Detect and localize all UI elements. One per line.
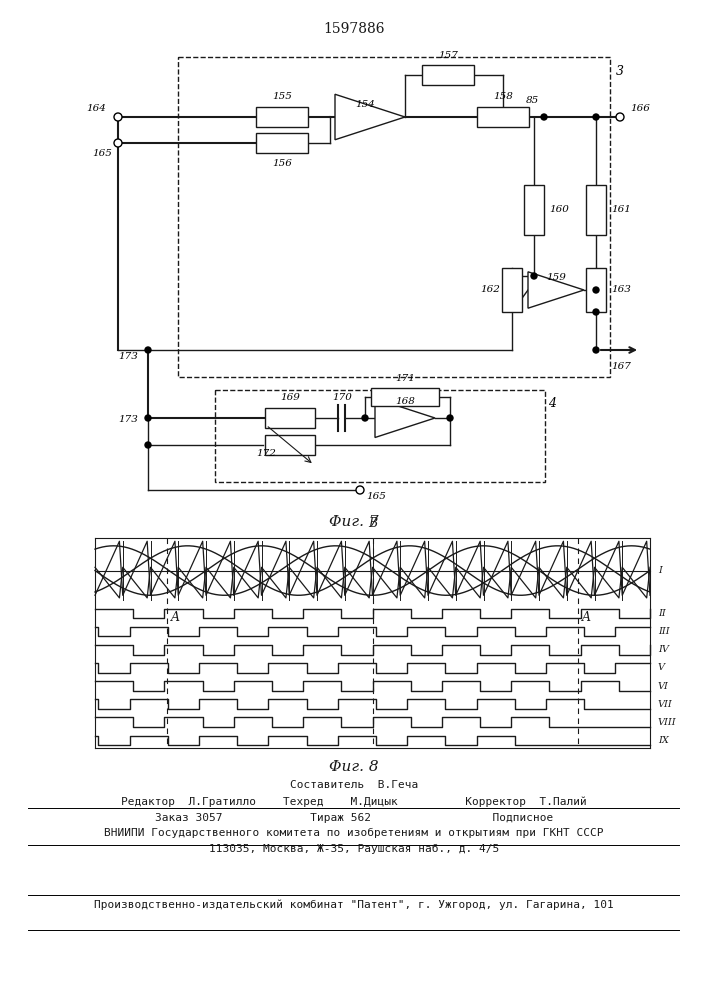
Text: 158: 158 xyxy=(493,92,513,101)
Circle shape xyxy=(616,113,624,121)
Text: A: A xyxy=(171,611,180,624)
Circle shape xyxy=(593,309,599,315)
Polygon shape xyxy=(528,272,584,308)
Text: 155: 155 xyxy=(272,92,292,101)
Text: IX: IX xyxy=(658,736,669,745)
Circle shape xyxy=(114,113,122,121)
Circle shape xyxy=(362,415,368,421)
Text: VI: VI xyxy=(658,682,669,691)
Text: 166: 166 xyxy=(630,104,650,113)
Text: Φиг. 7: Φиг. 7 xyxy=(329,515,379,529)
Text: 163: 163 xyxy=(611,286,631,294)
Bar xyxy=(586,185,606,235)
Circle shape xyxy=(593,347,599,353)
Text: 173: 173 xyxy=(118,352,138,361)
Bar xyxy=(265,435,315,455)
Text: 173: 173 xyxy=(118,416,138,424)
Bar xyxy=(256,107,308,127)
Circle shape xyxy=(356,486,364,494)
Bar xyxy=(477,107,529,127)
Text: 171: 171 xyxy=(395,374,415,383)
Text: 167: 167 xyxy=(611,362,631,371)
Text: 164: 164 xyxy=(86,104,106,113)
Circle shape xyxy=(541,114,547,120)
Bar xyxy=(422,65,474,85)
Bar xyxy=(215,390,545,482)
Text: ВНИИПИ Государственного комитета по изобретениям и открытиям при ГКНТ СССР: ВНИИПИ Государственного комитета по изоб… xyxy=(104,828,604,838)
Text: 168: 168 xyxy=(395,397,415,406)
Text: Составитель  В.Геча: Составитель В.Геча xyxy=(290,780,418,790)
Bar xyxy=(265,408,315,428)
Text: 172: 172 xyxy=(256,449,276,458)
Text: 154: 154 xyxy=(355,100,375,109)
Bar xyxy=(502,268,522,312)
Circle shape xyxy=(145,415,151,421)
Text: Заказ 3057             Тираж 562                  Подписное: Заказ 3057 Тираж 562 Подписное xyxy=(155,813,553,823)
Circle shape xyxy=(145,347,151,353)
Text: Производственно-издательский комбинат "Патент", г. Ужгород, ул. Гагарина, 101: Производственно-издательский комбинат "П… xyxy=(94,900,614,910)
Text: 165: 165 xyxy=(366,492,386,501)
Circle shape xyxy=(114,139,122,147)
Text: VIII: VIII xyxy=(658,718,677,727)
Text: 165: 165 xyxy=(92,149,112,158)
Bar xyxy=(371,388,439,406)
Text: 1597886: 1597886 xyxy=(323,22,385,36)
Text: III: III xyxy=(658,627,670,636)
Text: 157: 157 xyxy=(438,51,458,60)
Text: 113035, Москва, Ж-35, Раушская наб., д. 4/5: 113035, Москва, Ж-35, Раушская наб., д. … xyxy=(209,844,499,854)
Circle shape xyxy=(447,415,453,421)
Text: I: I xyxy=(658,566,662,575)
Text: 170: 170 xyxy=(332,393,352,402)
Text: IV: IV xyxy=(658,645,669,654)
Text: 169: 169 xyxy=(280,393,300,402)
Text: V: V xyxy=(658,663,665,672)
Bar xyxy=(178,57,610,377)
Text: A: A xyxy=(582,611,591,624)
Text: 161: 161 xyxy=(611,206,631,215)
Text: 156: 156 xyxy=(272,159,292,168)
Text: Редактор  Л.Гратилло    Техред    М.Дицык          Корректор  Т.Палий: Редактор Л.Гратилло Техред М.Дицык Корре… xyxy=(121,796,587,807)
Circle shape xyxy=(531,273,537,279)
Circle shape xyxy=(593,114,599,120)
Polygon shape xyxy=(375,398,435,438)
Text: 4: 4 xyxy=(548,397,556,410)
Circle shape xyxy=(145,442,151,448)
Text: 162: 162 xyxy=(480,286,500,294)
Text: II: II xyxy=(658,609,666,618)
Text: 159: 159 xyxy=(546,273,566,282)
Text: 85: 85 xyxy=(526,96,539,105)
Bar xyxy=(256,133,308,153)
Bar xyxy=(524,185,544,235)
Circle shape xyxy=(593,287,599,293)
Text: B: B xyxy=(368,517,377,530)
Text: 3: 3 xyxy=(616,65,624,78)
Text: VII: VII xyxy=(658,700,673,709)
Text: Φиг. 8: Φиг. 8 xyxy=(329,760,379,774)
Text: 160: 160 xyxy=(549,206,569,215)
Polygon shape xyxy=(335,94,405,140)
Bar xyxy=(586,268,606,312)
